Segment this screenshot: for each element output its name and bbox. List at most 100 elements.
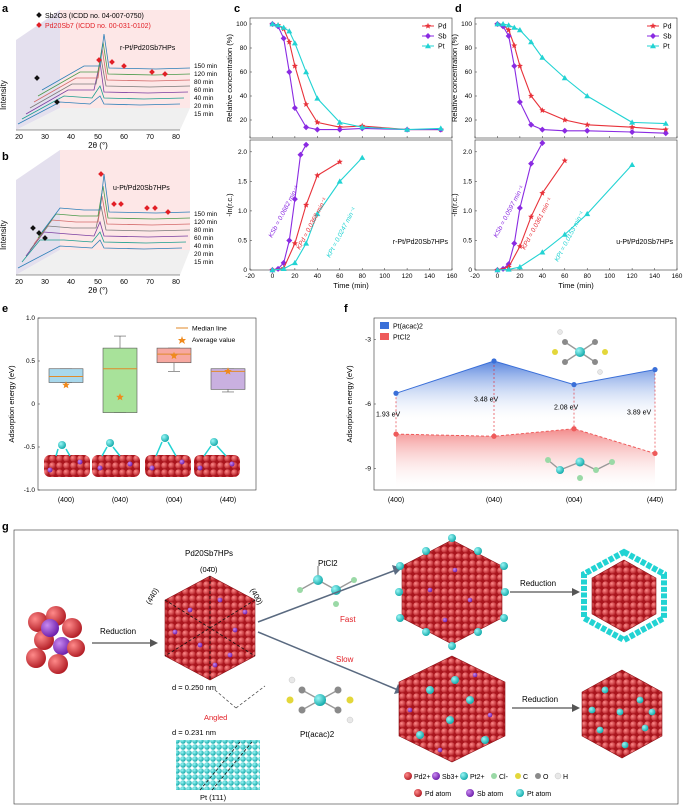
data-point-pd bbox=[291, 62, 298, 69]
mean-marker bbox=[224, 367, 232, 375]
category-label: (004) bbox=[166, 497, 182, 504]
ptcl2-area bbox=[396, 428, 655, 488]
data-point-pd bbox=[539, 107, 546, 113]
svg-text:30: 30 bbox=[41, 134, 49, 141]
data-point-pt bbox=[516, 264, 523, 270]
data-point-pd bbox=[584, 121, 591, 128]
box bbox=[48, 368, 84, 383]
xrd-a-traces bbox=[17, 33, 191, 125]
category-label: (400) bbox=[58, 497, 74, 504]
mean-marker bbox=[62, 381, 70, 389]
legend-pd20sb7: Pd20Sb7 (ICDD no. 00-031-0102) bbox=[45, 23, 151, 30]
panel-label-d: d bbox=[455, 3, 462, 15]
rate-constant-label: KPt = 0.0153 min⁻¹ bbox=[554, 210, 587, 263]
legend-label: Pd bbox=[663, 24, 672, 31]
data-point-sb bbox=[629, 129, 636, 135]
legend-marker bbox=[650, 33, 656, 39]
svg-text:60: 60 bbox=[120, 134, 128, 141]
svg-text:70: 70 bbox=[146, 279, 154, 286]
xrd-side-wall bbox=[16, 10, 60, 130]
legend-pd-atom: Pd atom bbox=[425, 791, 451, 798]
panel-label-a: a bbox=[2, 3, 9, 15]
slow-pt-dots bbox=[407, 672, 493, 753]
data-point-sb bbox=[336, 126, 343, 133]
reduction-label-1: Reduction bbox=[100, 627, 136, 636]
angled-label: Angled bbox=[204, 713, 227, 722]
legend-pt2: Pt2+ bbox=[470, 774, 485, 781]
d-spacing-1: d = 0.250 nm bbox=[172, 683, 216, 692]
y-tick-label: 1.0 bbox=[238, 208, 247, 215]
data-point-pd bbox=[528, 213, 535, 220]
svg-text:50: 50 bbox=[94, 279, 102, 286]
data-point-ptcl2 bbox=[393, 431, 399, 437]
xrd-floor bbox=[16, 108, 190, 130]
data-point-sb bbox=[303, 124, 310, 131]
legend-sb-atom: Sb atom bbox=[477, 791, 503, 798]
legend-swatch-pt-acac bbox=[380, 322, 389, 329]
x-tick-label: 0 bbox=[496, 273, 500, 280]
y-tick-label: 80 bbox=[465, 45, 473, 52]
svg-text:120 min: 120 min bbox=[194, 219, 218, 226]
sample-label-a: r-Pt/Pd20Sb7HPs bbox=[120, 45, 176, 52]
data-point-pt bbox=[584, 93, 591, 99]
data-point-sb bbox=[286, 237, 293, 244]
legend-median-label: Median line bbox=[192, 326, 227, 333]
y-tick-label: 1.5 bbox=[463, 179, 472, 186]
data-point-sb bbox=[280, 35, 287, 42]
data-point-pt bbox=[528, 39, 535, 45]
series-line-sb bbox=[497, 23, 666, 134]
data-point-pt bbox=[291, 40, 298, 46]
data-point-pt bbox=[280, 24, 287, 30]
y-tick-label: 2.0 bbox=[238, 149, 247, 156]
mean-marker bbox=[170, 351, 178, 360]
rate-constant-label: KSb = 0.0597 min⁻¹ bbox=[493, 184, 527, 239]
x-tick-label: -20 bbox=[245, 273, 255, 280]
y-tick-label: -3 bbox=[365, 337, 371, 344]
svg-text:20 min: 20 min bbox=[194, 103, 214, 110]
x-tick-label: 80 bbox=[584, 273, 592, 280]
data-point-pt bbox=[494, 21, 501, 27]
data-point-pt bbox=[336, 119, 343, 125]
x-tick-label: 60 bbox=[561, 273, 569, 280]
gap-label: 2.08 eV bbox=[554, 405, 578, 412]
y-tick-label: 80 bbox=[240, 45, 248, 52]
ptacac-label: Pt(acac)2 bbox=[300, 730, 335, 739]
x-tick-label: 160 bbox=[447, 273, 458, 280]
data-point-pt bbox=[314, 95, 321, 101]
legend-mean-marker bbox=[178, 336, 186, 344]
data-point-sb bbox=[516, 99, 523, 105]
category-label: (040) bbox=[112, 497, 128, 504]
xrd-b-floor bbox=[16, 250, 190, 275]
x-axis-label: Time (min) bbox=[333, 281, 369, 290]
data-point-pt bbox=[494, 267, 501, 273]
x-tick-label: 100 bbox=[379, 273, 390, 280]
data-point-sb bbox=[528, 160, 535, 167]
data-point-sb bbox=[584, 127, 591, 134]
e-surface-models bbox=[44, 434, 240, 477]
y-axis-label: Adsorption energy (eV) bbox=[7, 365, 16, 443]
pt-shell bbox=[581, 548, 667, 644]
data-point-pd bbox=[528, 92, 535, 99]
y-label-b: Intensity bbox=[0, 220, 8, 250]
data-point-sb bbox=[291, 105, 298, 111]
data-point-pd bbox=[629, 124, 636, 130]
plot-frame bbox=[249, 17, 453, 139]
y-tick-label: 2.0 bbox=[463, 149, 472, 156]
svg-text:40: 40 bbox=[67, 279, 75, 286]
ptcl2-label: PtCl2 bbox=[318, 559, 338, 568]
data-point-pt bbox=[511, 24, 518, 30]
svg-text:70: 70 bbox=[146, 134, 154, 141]
category-label: (040) bbox=[486, 497, 502, 504]
y-tick-label: 20 bbox=[465, 117, 473, 124]
hp-sb-dots bbox=[172, 597, 248, 668]
svg-text:60 min: 60 min bbox=[194, 87, 214, 94]
panel-b: b u-Pt/Pd20Sb7HPs 150 min 120 mi bbox=[0, 150, 218, 295]
category-label: (004) bbox=[566, 497, 582, 504]
data-point-pt bbox=[662, 120, 669, 126]
svg-text:80: 80 bbox=[172, 134, 180, 141]
data-point-pd bbox=[539, 190, 546, 196]
category-label: (44̄0) bbox=[647, 497, 663, 504]
series-line-ptcl2 bbox=[395, 428, 656, 454]
data-point-pt bbox=[359, 124, 366, 130]
